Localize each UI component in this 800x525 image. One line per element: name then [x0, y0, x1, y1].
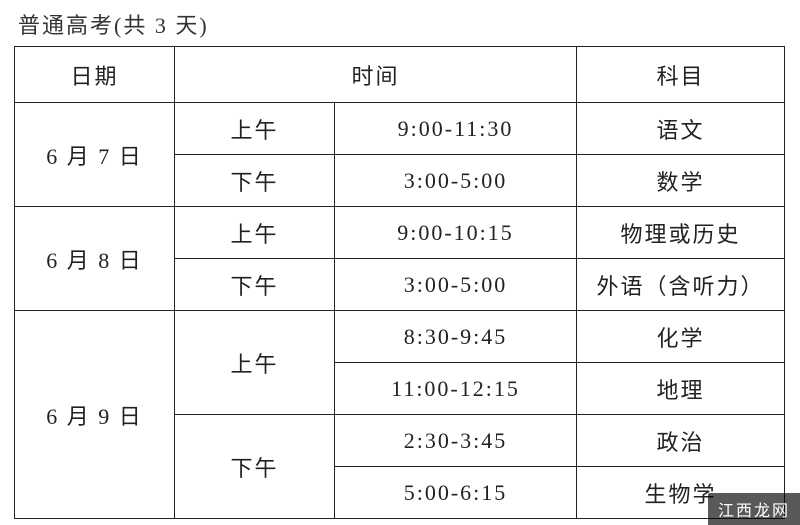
time-cell: 11:00-12:15: [335, 363, 577, 415]
page-title: 普通高考(共 3 天): [14, 8, 786, 40]
time-cell: 8:30-9:45: [335, 311, 577, 363]
table-row: 6 月 8 日 上午 9:00-10:15 物理或历史: [15, 207, 785, 259]
time-cell: 2:30-3:45: [335, 415, 577, 467]
subject-cell: 外语（含听力）: [577, 259, 785, 311]
time-cell: 5:00-6:15: [335, 467, 577, 519]
period-cell: 下午: [175, 259, 335, 311]
period-cell: 下午: [175, 155, 335, 207]
date-cell: 6 月 8 日: [15, 207, 175, 311]
time-cell: 3:00-5:00: [335, 259, 577, 311]
header-time: 时间: [175, 47, 577, 103]
subject-cell: 化学: [577, 311, 785, 363]
date-cell: 6 月 9 日: [15, 311, 175, 519]
period-cell: 上午: [175, 103, 335, 155]
subject-cell: 地理: [577, 363, 785, 415]
header-subject: 科目: [577, 47, 785, 103]
time-cell: 3:00-5:00: [335, 155, 577, 207]
subject-cell: 数学: [577, 155, 785, 207]
period-cell: 下午: [175, 415, 335, 519]
watermark: 江西龙网: [708, 493, 800, 525]
period-cell: 上午: [175, 207, 335, 259]
subject-cell: 物理或历史: [577, 207, 785, 259]
time-cell: 9:00-10:15: [335, 207, 577, 259]
subject-cell: 语文: [577, 103, 785, 155]
table-row: 6 月 7 日 上午 9:00-11:30 语文: [15, 103, 785, 155]
time-cell: 9:00-11:30: [335, 103, 577, 155]
header-date: 日期: [15, 47, 175, 103]
exam-schedule-table: 日期 时间 科目 6 月 7 日 上午 9:00-11:30 语文 下午 3:0…: [14, 46, 785, 519]
table-header-row: 日期 时间 科目: [15, 47, 785, 103]
table-row: 6 月 9 日 上午 8:30-9:45 化学: [15, 311, 785, 363]
subject-cell: 政治: [577, 415, 785, 467]
date-cell: 6 月 7 日: [15, 103, 175, 207]
period-cell: 上午: [175, 311, 335, 415]
